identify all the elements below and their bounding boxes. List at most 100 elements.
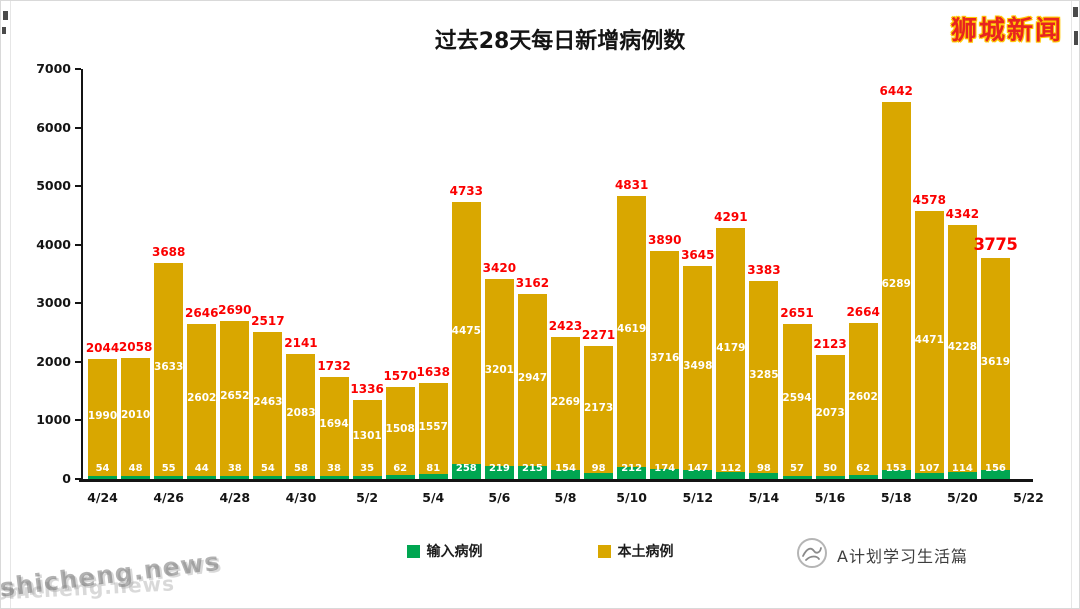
imported-cases-bar (914, 472, 944, 479)
imported-count-label: 62 (856, 463, 871, 474)
local-cases-bar (319, 376, 349, 476)
imported-cases-bar (88, 475, 118, 479)
imported-cases-bar (385, 475, 415, 479)
local-cases-swatch-icon (597, 544, 611, 558)
site-logo: 狮城新闻 (950, 16, 1063, 46)
y-axis-tick-label: 1000 (36, 412, 71, 428)
local-cases-bar (716, 227, 746, 473)
y-axis-tick (75, 360, 81, 363)
local-cases-bar (848, 322, 878, 476)
imported-count-label: 38 (327, 463, 341, 474)
local-count-label: 2269 (550, 395, 581, 408)
imported-cases-bar (121, 476, 151, 479)
local-count-label: 2594 (782, 391, 812, 404)
local-cases-bar (914, 210, 944, 473)
y-axis-tick-label: 3000 (36, 295, 71, 311)
x-axis-tick-label: 4/24 (87, 490, 118, 505)
imported-cases-bar (716, 472, 746, 479)
screen-edge-artifact (2, 27, 6, 34)
imported-count-label: 81 (426, 463, 441, 474)
local-cases-bar (451, 201, 481, 464)
local-count-label: 4471 (914, 333, 944, 346)
imported-cases-bar (683, 470, 713, 479)
imported-cases-bar (154, 475, 184, 479)
total-label: 2044 (85, 341, 120, 356)
local-cases-bar (650, 251, 680, 469)
x-axis-tick-label: 5/14 (748, 490, 780, 505)
local-count-label: 2602 (187, 391, 217, 404)
local-cases-bar (881, 101, 911, 471)
x-axis-tick-label: 4/28 (219, 490, 251, 505)
local-count-label: 4619 (617, 323, 647, 336)
imported-cases-bar (220, 476, 250, 479)
local-count-label: 3619 (980, 355, 1011, 368)
y-axis-tick (75, 478, 81, 480)
screen-edge-artifact (1074, 31, 1078, 45)
left-edge-line (10, 1, 11, 608)
imported-cases-bar (253, 475, 283, 479)
local-cases-bar (88, 359, 118, 476)
y-axis-tick (75, 68, 81, 70)
local-cases-bar (749, 280, 779, 474)
x-axis-tick-label: 5/2 (356, 490, 379, 505)
imported-cases-bar (584, 473, 614, 479)
imported-cases-bar (319, 476, 349, 479)
imported-cases-swatch-icon (406, 544, 420, 558)
local-count-label: 2947 (517, 372, 548, 385)
local-count-label: 6289 (881, 277, 911, 290)
legend-item-local: 本土病例 (597, 541, 674, 561)
imported-count-label: 50 (823, 463, 838, 474)
chart-title: 过去28天每日新增病例数 (434, 29, 686, 54)
imported-count-label: 219 (488, 463, 510, 474)
local-cases-bar (980, 257, 1010, 470)
x-axis-tick-label: 5/18 (880, 490, 912, 505)
total-label: 1638 (416, 365, 450, 380)
total-label: 3688 (151, 244, 186, 259)
imported-count-label: 44 (194, 463, 209, 474)
y-axis-tick (75, 419, 81, 422)
imported-cases-bar (881, 470, 911, 479)
imported-count-label: 215 (522, 463, 543, 474)
imported-cases-bar (782, 475, 812, 479)
total-label: 4733 (449, 183, 483, 198)
imported-cases-bar (484, 466, 514, 479)
imported-cases-bar (418, 474, 448, 479)
x-axis-tick-label: 5/22 (1013, 490, 1044, 505)
legend-item-imported: 输入病例 (406, 541, 483, 561)
local-cases-bar (286, 353, 316, 476)
imported-count-label: 62 (393, 463, 408, 474)
total-label: 3645 (681, 247, 715, 262)
imported-cases-bar (947, 472, 977, 479)
local-count-label: 2463 (253, 395, 283, 408)
imported-count-label: 35 (360, 463, 375, 474)
circle-swirl-logo-icon (796, 537, 828, 573)
total-label: 4578 (912, 192, 946, 207)
local-count-label: 2010 (120, 409, 151, 422)
imported-count-label: 147 (687, 463, 709, 474)
imported-count-label: 54 (260, 463, 275, 474)
y-axis-tick-label: 4000 (36, 236, 71, 252)
total-label: 3162 (515, 275, 550, 290)
chart-legend: 输入病例 本土病例 (1, 541, 1079, 561)
total-label: 3775 (973, 234, 1018, 254)
local-cases-bar (187, 323, 217, 476)
imported-count-label: 58 (293, 463, 308, 474)
x-axis-tick-label: 5/6 (488, 490, 511, 505)
total-label: 1570 (383, 369, 417, 384)
imported-cases-bar (187, 476, 217, 479)
total-label: 2058 (118, 340, 153, 355)
total-label: 2123 (813, 336, 847, 351)
total-label: 3890 (648, 233, 682, 248)
x-axis-tick-label: 5/16 (814, 490, 846, 505)
total-label: 2690 (218, 302, 252, 317)
local-cases-bar (352, 399, 382, 476)
total-label: 2517 (251, 313, 285, 328)
total-label: 2423 (548, 319, 583, 334)
local-count-label: 4475 (451, 324, 481, 337)
local-count-label: 2652 (220, 390, 250, 403)
imported-count-label: 54 (95, 463, 110, 474)
y-axis-tick (75, 302, 81, 305)
y-axis-tick-label: 2000 (36, 353, 71, 369)
total-label: 2651 (780, 305, 814, 320)
